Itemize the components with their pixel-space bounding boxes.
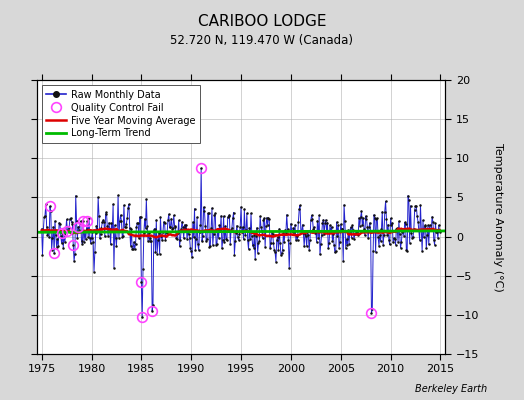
Text: CARIBOO LODGE: CARIBOO LODGE	[198, 14, 326, 29]
Text: Berkeley Earth: Berkeley Earth	[415, 384, 487, 394]
Legend: Raw Monthly Data, Quality Control Fail, Five Year Moving Average, Long-Term Tren: Raw Monthly Data, Quality Control Fail, …	[41, 85, 200, 143]
Text: 52.720 N, 119.470 W (Canada): 52.720 N, 119.470 W (Canada)	[170, 34, 354, 47]
Y-axis label: Temperature Anomaly (°C): Temperature Anomaly (°C)	[493, 143, 503, 291]
